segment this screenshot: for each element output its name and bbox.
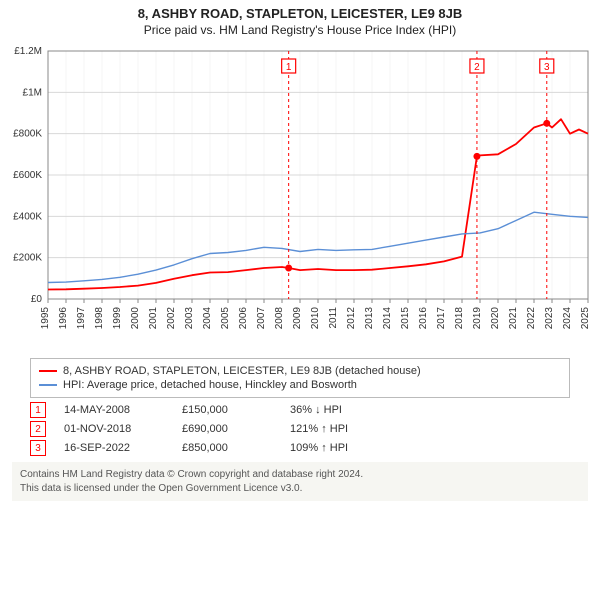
svg-text:2023: 2023 [544,307,555,330]
event-delta: 109% ↑ HPI [290,442,390,454]
event-table: 1 14-MAY-2008 £150,000 36% ↓ HPI 2 01-NO… [30,402,570,456]
event-price: £150,000 [182,404,272,416]
svg-text:1996: 1996 [58,307,69,330]
svg-text:2001: 2001 [148,307,159,330]
event-price: £850,000 [182,442,272,454]
svg-text:£0: £0 [31,294,43,305]
event-date: 14-MAY-2008 [64,404,164,416]
svg-text:2008: 2008 [274,307,285,330]
svg-text:2002: 2002 [166,307,177,330]
svg-text:3: 3 [544,62,550,73]
legend-label: 8, ASHBY ROAD, STAPLETON, LEICESTER, LE9… [63,365,421,377]
footer-attribution: Contains HM Land Registry data © Crown c… [12,462,588,501]
svg-text:2013: 2013 [364,307,375,330]
svg-text:2003: 2003 [184,307,195,330]
svg-text:2009: 2009 [292,307,303,330]
svg-text:£1M: £1M [23,87,42,98]
svg-text:1: 1 [286,62,292,73]
event-date: 01-NOV-2018 [64,423,164,435]
chart-title-block: 8, ASHBY ROAD, STAPLETON, LEICESTER, LE9… [0,0,600,39]
svg-text:2006: 2006 [238,307,249,330]
chart-title-1: 8, ASHBY ROAD, STAPLETON, LEICESTER, LE9… [4,6,596,21]
event-date: 16-SEP-2022 [64,442,164,454]
svg-text:£400K: £400K [13,211,42,222]
svg-text:2005: 2005 [220,307,231,330]
legend-swatch [39,384,57,386]
svg-text:2011: 2011 [328,307,339,329]
svg-text:£600K: £600K [13,170,42,181]
event-badge: 1 [30,402,46,418]
event-row: 1 14-MAY-2008 £150,000 36% ↓ HPI [30,402,570,418]
svg-text:1998: 1998 [94,307,105,330]
chart-title-2: Price paid vs. HM Land Registry's House … [4,23,596,37]
svg-text:2018: 2018 [454,307,465,330]
svg-text:2012: 2012 [346,307,357,330]
svg-text:2025: 2025 [580,307,591,330]
svg-text:2017: 2017 [436,307,447,330]
svg-text:2016: 2016 [418,307,429,330]
svg-text:£800K: £800K [13,129,42,140]
event-row: 3 16-SEP-2022 £850,000 109% ↑ HPI [30,440,570,456]
chart-area: £0 £200K £400K £600K £800K £1M £1.2M 1995 1996 19… [0,39,600,352]
svg-text:1997: 1997 [76,307,87,330]
event-row: 2 01-NOV-2018 £690,000 121% ↑ HPI [30,421,570,437]
legend: 8, ASHBY ROAD, STAPLETON, LEICESTER, LE9… [30,358,570,398]
svg-text:2010: 2010 [310,307,321,330]
svg-text:1995: 1995 [40,307,51,330]
svg-text:2014: 2014 [382,307,393,330]
legend-label: HPI: Average price, detached house, Hinc… [63,379,357,391]
event-delta: 121% ↑ HPI [290,423,390,435]
svg-text:2022: 2022 [526,307,537,330]
svg-text:2000: 2000 [130,307,141,330]
svg-text:2021: 2021 [508,307,519,330]
event-badge: 2 [30,421,46,437]
price-chart-svg: £0 £200K £400K £600K £800K £1M £1.2M 1995 1996 19… [0,39,600,349]
svg-text:2020: 2020 [490,307,501,330]
legend-row: HPI: Average price, detached house, Hinc… [39,379,561,391]
svg-text:2007: 2007 [256,307,267,330]
svg-text:2004: 2004 [202,307,213,330]
svg-text:£1.2M: £1.2M [14,46,42,57]
svg-text:£200K: £200K [13,253,42,264]
footer-line: This data is licensed under the Open Gov… [20,482,580,496]
legend-row: 8, ASHBY ROAD, STAPLETON, LEICESTER, LE9… [39,365,561,377]
footer-line: Contains HM Land Registry data © Crown c… [20,468,580,482]
event-price: £690,000 [182,423,272,435]
svg-text:2019: 2019 [472,307,483,330]
svg-text:2015: 2015 [400,307,411,330]
svg-text:2: 2 [474,62,480,73]
event-delta: 36% ↓ HPI [290,404,390,416]
event-badge: 3 [30,440,46,456]
svg-text:2024: 2024 [562,307,573,330]
svg-text:1999: 1999 [112,307,123,330]
legend-swatch [39,370,57,372]
